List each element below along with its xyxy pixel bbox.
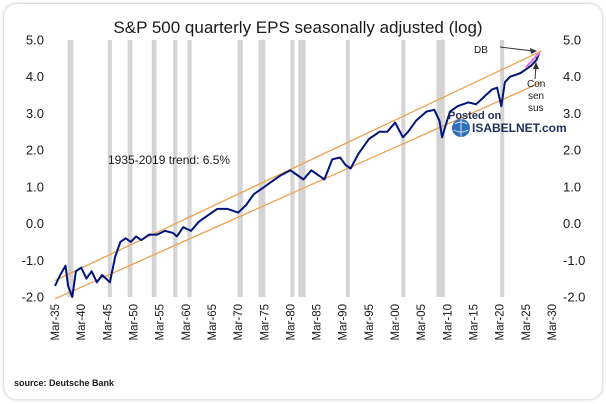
consensus-label-3: sus: [528, 103, 544, 114]
recession-band: [258, 40, 266, 297]
y-tick-label: 4.0: [563, 69, 581, 84]
y-tick-label: 2.0: [26, 143, 44, 158]
recession-band: [67, 40, 74, 297]
recession-band: [187, 40, 192, 297]
eps-series-line: [54, 52, 541, 298]
y-tick-label: -2.0: [563, 290, 585, 305]
x-tick-label: Mar-25: [521, 304, 533, 340]
y-tick-label: 5.0: [26, 33, 44, 48]
y-tick-label: 1.0: [563, 179, 581, 194]
x-tick-label: Mar-80: [285, 304, 297, 340]
x-tick-label: Mar-55: [155, 304, 167, 340]
y-tick-label: 1.0: [26, 179, 44, 194]
x-tick-label: Mar-90: [338, 304, 350, 340]
y-tick-label: 3.0: [563, 106, 581, 121]
trend-lines: [54, 50, 542, 300]
y-tick-label: -1.0: [22, 253, 44, 268]
recession-bands: [67, 40, 505, 297]
db-arrow: [499, 46, 534, 52]
chart-title: S&P 500 quarterly EPS seasonally adjuste…: [113, 18, 482, 37]
db-label: DB: [474, 45, 488, 56]
y-axis-right: 5.0 4.0 3.0 2.0 1.0 0.0 -1.0 -2.0: [563, 33, 585, 305]
y-tick-label: 5.0: [563, 33, 581, 48]
x-tick-label: Mar-35: [50, 304, 62, 340]
y-tick-label: 0.0: [26, 216, 44, 231]
recession-band: [107, 40, 112, 297]
recession-band: [237, 40, 243, 297]
y-tick-label: 3.0: [26, 106, 44, 121]
x-axis: Mar-35 Mar-40 Mar-45 Mar-50 Mar-55 Mar-60 Mar-…: [50, 304, 559, 340]
recession-band: [127, 40, 133, 297]
x-tick-label: Mar-15: [469, 304, 481, 340]
x-tick-label: Mar-20: [495, 304, 507, 340]
trend-line: [54, 50, 542, 282]
x-tick-label: Mar-70: [233, 304, 245, 340]
x-tick-label: Mar-05: [416, 304, 428, 340]
x-tick-label: Mar-85: [312, 304, 324, 340]
y-axis-left: 5.0 4.0 3.0 2.0 1.0 0.0 -1.0 -2.0: [22, 33, 44, 305]
y-tick-label: -2.0: [22, 290, 44, 305]
y-tick-label: -1.0: [563, 253, 585, 268]
watermark-line1: Posted on: [448, 110, 501, 122]
x-tick-label: Mar-40: [76, 304, 88, 340]
recession-band: [436, 40, 445, 297]
recession-band: [401, 40, 406, 297]
consensus-label-2: sen: [528, 91, 544, 102]
db-arrow-head: [530, 48, 537, 54]
y-tick-label: 0.0: [563, 216, 581, 231]
x-tick-label: Mar-00: [390, 304, 402, 340]
recession-band: [173, 40, 178, 297]
x-tick-label: Mar-65: [207, 304, 219, 340]
recession-band: [151, 40, 157, 297]
x-tick-label: Mar-50: [129, 304, 141, 340]
consensus-label-1: Con: [527, 79, 545, 90]
x-tick-label: Mar-45: [102, 304, 114, 340]
x-tick-label: Mar-95: [364, 304, 376, 340]
y-tick-label: 4.0: [26, 69, 44, 84]
trend-line: [54, 81, 542, 300]
consensus-arrow-head: [533, 62, 539, 69]
source-note: source: Deutsche Bank: [14, 378, 115, 388]
watermark: Posted on ISABELNET.com: [448, 110, 567, 137]
y-tick-label: 2.0: [563, 143, 581, 158]
series-lines: [54, 52, 541, 298]
recession-band: [500, 40, 505, 297]
x-tick-label: Mar-10: [442, 304, 454, 340]
watermark-line2: ISABELNET.com: [472, 121, 567, 135]
x-tick-label: Mar-60: [181, 304, 193, 340]
consensus-line: [524, 52, 541, 69]
x-tick-label: Mar-30: [547, 304, 559, 340]
trend-annotation: 1935-2019 trend: 6.5%: [108, 153, 230, 167]
x-tick-label: Mar-75: [259, 304, 271, 340]
recession-band: [298, 40, 306, 297]
